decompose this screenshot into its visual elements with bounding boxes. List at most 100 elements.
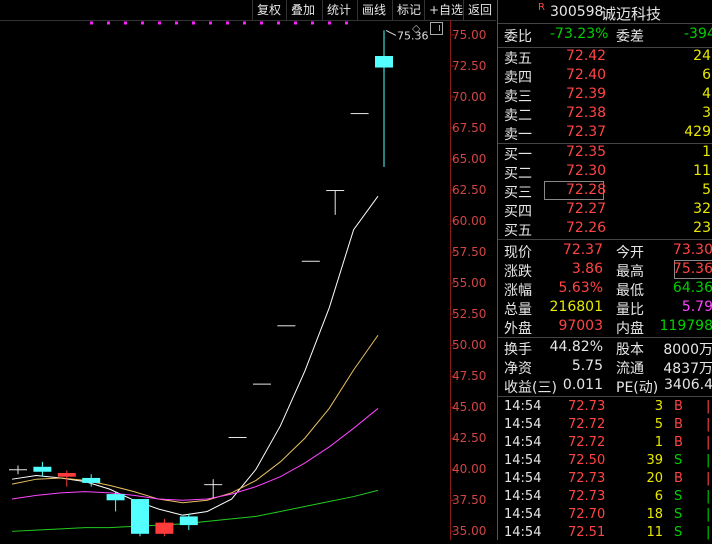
candle-body	[155, 522, 174, 534]
bid-volume: 5	[702, 182, 711, 198]
quote-label: 内盘	[616, 321, 644, 337]
toolbar-button-6[interactable]: 返回	[463, 0, 496, 20]
quote-value: 3.86	[571, 261, 603, 277]
tick-direction-bar: |	[706, 453, 711, 468]
bid-label: 买四	[504, 204, 532, 220]
tick-row[interactable]: 14:54 72.73 6 S |	[498, 489, 712, 508]
ask-label: 卖三	[504, 89, 532, 105]
tick-volume: 1	[654, 435, 663, 450]
quote-label: 涨幅	[504, 283, 532, 299]
ask-price: 72.39	[566, 86, 607, 102]
fundamental-value: 0.011	[562, 377, 603, 393]
dotted-line-marker	[175, 21, 178, 25]
ask-volume: 3	[702, 105, 711, 121]
tick-row[interactable]: 14:54 72.50 39 S |	[498, 453, 712, 472]
candle-body	[179, 516, 198, 526]
ask-price: 72.37	[566, 124, 607, 140]
bid-label: 买三	[504, 185, 532, 201]
tick-direction-bar: |	[706, 435, 711, 450]
price-tick-label: 62.50	[452, 183, 487, 198]
quote-row: 涨跌 3.86 最高 75.36	[498, 260, 712, 280]
tick-volume: 11	[646, 525, 663, 540]
kline-chart[interactable]: 75.36 75.00 72.50 70.00 67.50 65.00 62.50 60.0…	[0, 0, 496, 540]
ask-label: 卖四	[504, 70, 532, 86]
bid-label: 买五	[504, 223, 532, 239]
tick-volume: 5	[654, 417, 663, 432]
dotted-line-marker	[90, 21, 93, 25]
price-tick-label: 60.00	[452, 214, 487, 229]
high-price-box	[674, 260, 712, 279]
ask-label: 卖二	[504, 108, 532, 124]
tick-row[interactable]: 14:54 72.73 3 B |	[498, 399, 712, 418]
candle-body	[82, 477, 101, 483]
quote-label: 今开	[616, 245, 644, 261]
window-toggle-icon[interactable]	[430, 22, 443, 35]
tick-price: 72.73	[568, 489, 606, 504]
price-tick-label: 65.00	[452, 151, 487, 166]
bid-price: 72.26	[566, 220, 607, 236]
tick-row[interactable]: 14:54 72.73 20 B |	[498, 471, 712, 490]
toolbar-button-2[interactable]: 统计	[322, 0, 355, 20]
tick-direction-bar: |	[706, 507, 711, 522]
tick-volume: 3	[654, 399, 663, 414]
tick-row[interactable]: 14:54 72.51 11 S |	[498, 525, 712, 544]
ask-price: 72.40	[566, 67, 607, 83]
candle-body	[350, 113, 369, 115]
quote-row: 涨幅 5.63% 最低 64.36	[498, 280, 712, 299]
fundamental-label: 股本	[616, 342, 644, 358]
tick-volume: 39	[646, 453, 663, 468]
toolbar-button-5[interactable]: +自选	[424, 0, 467, 20]
fundamental-label: 换手	[504, 342, 532, 358]
ma-line-0	[11, 195, 379, 516]
tick-row[interactable]: 14:54 72.72 1 B |	[498, 435, 712, 454]
price-tick-label: 50.00	[452, 338, 487, 353]
bid-volume: 32	[693, 201, 711, 217]
rong-badge: R	[538, 2, 545, 13]
quote-label: 外盘	[504, 321, 532, 337]
bid-row: 买四 72.27 32	[498, 201, 712, 220]
tick-direction-bar: |	[706, 489, 711, 504]
toolbar-button-3[interactable]: 画线	[357, 0, 390, 20]
fundamental-value: 4837万	[663, 361, 712, 377]
price-tick-label: 40.00	[452, 462, 487, 477]
quote-value: 72.37	[562, 242, 603, 258]
weibi-label: 委比	[504, 29, 532, 45]
ask-label: 卖五	[504, 51, 532, 67]
candle-body	[253, 383, 271, 385]
quote-value: 5.79	[681, 299, 712, 315]
candle-body	[326, 190, 345, 192]
tick-side: B	[674, 417, 683, 432]
dotted-line-marker	[209, 21, 212, 25]
dotted-line-marker	[124, 21, 127, 25]
quote-value: 119798	[659, 318, 712, 334]
ask-price: 72.42	[566, 48, 607, 64]
fundamental-value: 3406.4	[664, 377, 712, 393]
bid-row: 买三 72.28 5	[498, 181, 712, 201]
quote-label: 涨跌	[504, 264, 532, 280]
quote-value: 97003	[558, 318, 603, 334]
tick-row[interactable]: 14:54 72.72 5 B |	[498, 417, 712, 436]
tick-row[interactable]: 14:54 72.70 18 S |	[498, 507, 712, 526]
ask-row: 卖二 72.38 3	[498, 105, 712, 124]
quote-panel: R 300598 诚迈科技 委比 -73.23% 委差 -394 卖五 72.42…	[497, 0, 712, 540]
fundamental-value: 5.75	[571, 358, 603, 374]
diamond-icon[interactable]: ◇	[412, 22, 421, 35]
kline-svg[interactable]: 75.36	[0, 0, 496, 540]
quote-row: 总量 216801 量比 5.79	[498, 299, 712, 318]
ask-row: 卖三 72.39 4	[498, 86, 712, 105]
ask-row: 卖一 72.37 429	[498, 124, 712, 143]
fundamental-row: 换手 44.82% 股本 8000万	[498, 339, 712, 358]
toolbar-button-0[interactable]: 复权	[252, 0, 285, 20]
dotted-line-marker	[294, 21, 297, 25]
toolbar-button-1[interactable]: 叠加	[286, 0, 319, 20]
tick-side: S	[674, 507, 683, 522]
tick-side: S	[674, 525, 683, 540]
toolbar-button-4[interactable]: 标记	[392, 0, 425, 20]
dotted-line-marker	[192, 21, 195, 25]
dotted-line-marker	[141, 21, 144, 25]
price-tick-label: 72.50	[452, 58, 487, 73]
tick-side: S	[674, 453, 683, 468]
bid-label: 买二	[504, 166, 532, 182]
tick-direction-bar: |	[706, 417, 711, 432]
weibi-row: 委比 -73.23% 委差 -394	[498, 26, 712, 45]
